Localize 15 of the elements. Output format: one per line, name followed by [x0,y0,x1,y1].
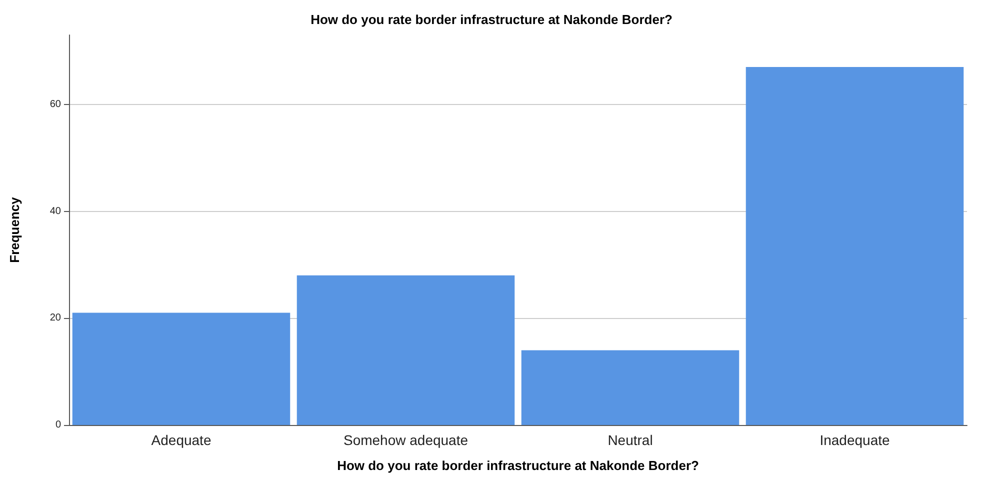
bar [746,67,964,425]
y-tick-label: 0 [55,420,62,430]
x-tick-label: Neutral [608,432,653,448]
x-tick-label: Adequate [151,432,212,448]
x-tick-label: Somehow adequate [343,432,468,448]
y-tick-label: 60 [50,98,62,110]
bar [296,275,515,425]
y-tick-label: 40 [50,206,62,217]
y-tick-label: 20 [50,312,62,324]
y-axis-title: Frequency [7,196,22,263]
x-axis-title: How do you rate border infrastructure at Nakonde Border? [337,458,699,473]
bar [521,350,740,425]
bar [72,312,290,425]
x-tick-label: Inadequate [820,432,890,448]
chart-title: How do you rate border infrastructure at Nakonde Border? [310,12,672,27]
